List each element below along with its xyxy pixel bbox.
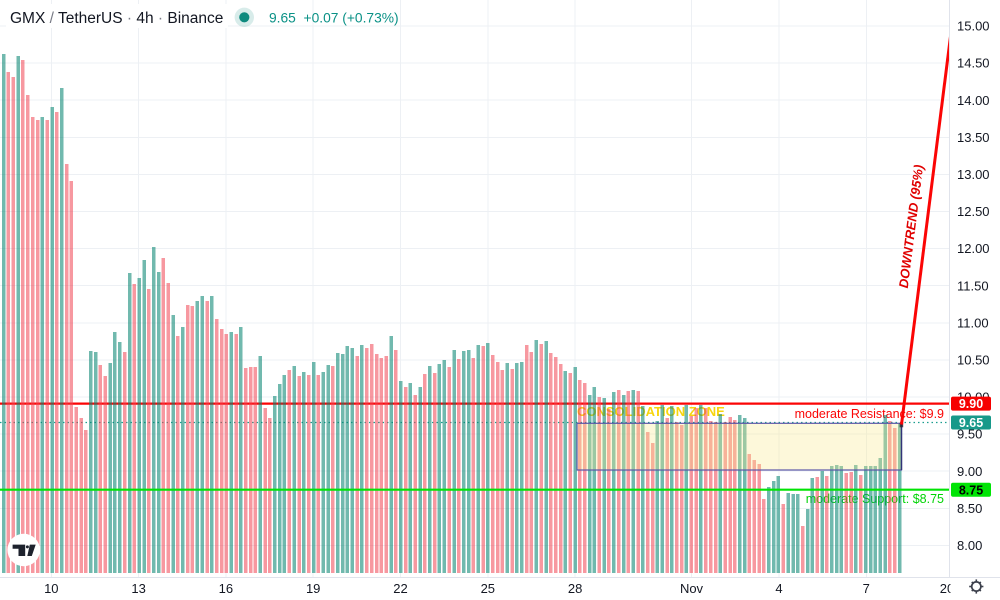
- svg-text:14.00: 14.00: [957, 93, 990, 108]
- svg-text:15.00: 15.00: [957, 19, 990, 34]
- svg-text:8.00: 8.00: [957, 538, 982, 553]
- svg-text:9.50: 9.50: [957, 427, 982, 442]
- svg-text:12.00: 12.00: [957, 241, 990, 256]
- svg-text:9.90: 9.90: [959, 397, 983, 411]
- svg-text:19: 19: [306, 581, 320, 596]
- svg-text:28: 28: [568, 581, 582, 596]
- svg-text:14.50: 14.50: [957, 56, 990, 71]
- svg-text:9.65: 9.65: [959, 416, 983, 430]
- svg-text:11.00: 11.00: [957, 315, 989, 330]
- svg-text:13: 13: [131, 581, 145, 596]
- svg-text:10.50: 10.50: [957, 353, 990, 368]
- svg-text:9.65 +0.07 (+0.73%): 9.65 +0.07 (+0.73%): [269, 11, 399, 26]
- svg-text:7: 7: [863, 581, 870, 596]
- svg-text:9.00: 9.00: [957, 464, 982, 479]
- svg-text:16: 16: [219, 581, 233, 596]
- svg-text:4: 4: [775, 581, 782, 596]
- svg-text:22: 22: [393, 581, 407, 596]
- svg-text:13.00: 13.00: [957, 167, 990, 182]
- svg-text:Nov: Nov: [680, 581, 704, 596]
- svg-text:10: 10: [44, 581, 58, 596]
- svg-text:11.50: 11.50: [957, 278, 989, 293]
- svg-text:12.50: 12.50: [957, 204, 990, 219]
- svg-text:8.50: 8.50: [957, 501, 982, 516]
- svg-text:25: 25: [481, 581, 495, 596]
- svg-text:8.75: 8.75: [959, 483, 983, 497]
- svg-text:20:00: 20:00: [940, 581, 973, 596]
- svg-text:13.50: 13.50: [957, 130, 990, 145]
- svg-text:GMX / TetherUS · 4h · Binance: GMX / TetherUS · 4h · Binance: [10, 10, 223, 27]
- svg-text:moderate Resistance: $9.9: moderate Resistance: $9.9: [795, 407, 944, 421]
